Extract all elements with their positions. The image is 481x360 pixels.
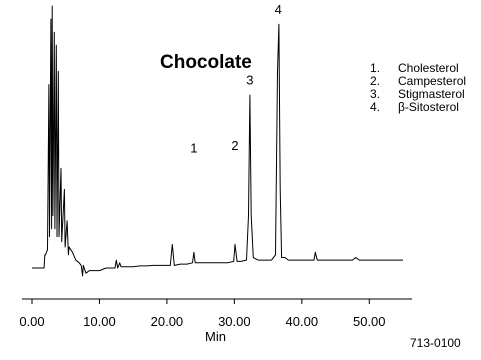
peak-labels: 1 2 3 4 <box>190 2 282 156</box>
x-axis-label: Min <box>205 329 226 344</box>
legend-item: 4. β-Sitosterol <box>370 101 466 114</box>
legend-item-label: Campesterol <box>398 74 467 88</box>
legend-item-number: 3. <box>370 87 381 101</box>
peak-label: 2 <box>231 138 238 153</box>
legend-item-label: Cholesterol <box>398 61 459 75</box>
figure-code: 713-0100 <box>410 336 461 350</box>
series-layer <box>32 5 403 277</box>
peak-label: 3 <box>246 73 253 88</box>
x-tick-label: 40.00 <box>286 314 319 329</box>
peak-label: 4 <box>275 2 282 17</box>
x-tick-label: 10.00 <box>83 314 116 329</box>
series-line <box>32 5 403 277</box>
legend: 1. Cholesterol 2. Campesterol 3. Stigmas… <box>370 62 466 114</box>
legend-item-number: 2. <box>370 74 381 88</box>
legend-item-number: 1. <box>370 61 381 75</box>
legend-item: 2. Campesterol <box>370 75 466 88</box>
x-tick-label: 50.00 <box>353 314 386 329</box>
x-tick-label: 30.00 <box>218 314 251 329</box>
x-tick-label: 20.00 <box>151 314 184 329</box>
legend-item-label: Stigmasterol <box>398 87 465 101</box>
legend-item-number: 4. <box>370 100 381 114</box>
legend-item: 1. Cholesterol <box>370 62 466 75</box>
chart-title: Chocolate <box>160 52 252 73</box>
x-tick-label: 0.00 <box>19 314 44 329</box>
legend-item-label: β-Sitosterol <box>398 100 459 114</box>
legend-item: 3. Stigmasterol <box>370 88 466 101</box>
peak-label: 1 <box>190 141 197 156</box>
x-axis: 0.00 10.00 20.00 30.00 40.00 50.00 Min <box>19 298 412 344</box>
